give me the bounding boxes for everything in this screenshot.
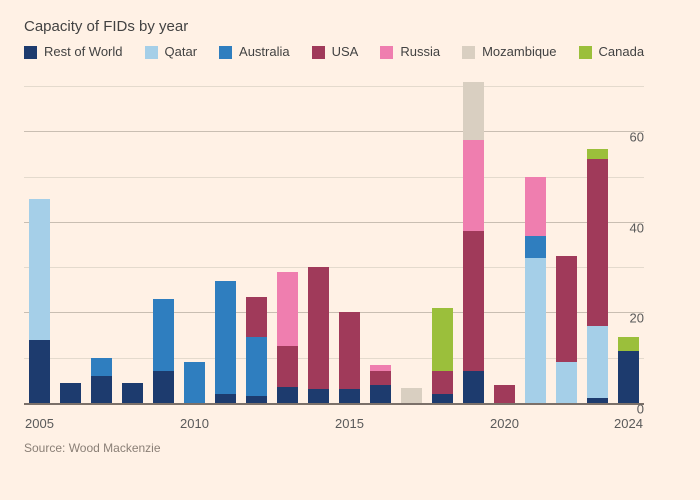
legend-label: Canada (599, 45, 645, 59)
legend-item-australia: Australia (219, 45, 290, 59)
legend-item-russia: Russia (380, 45, 440, 59)
gridline (24, 403, 644, 405)
legend-swatch (219, 46, 232, 59)
x-tick-label: 2005 (25, 416, 54, 431)
legend-item-usa: USA (312, 45, 359, 59)
legend-item-rest: Rest of World (24, 45, 123, 59)
legend-swatch (462, 46, 475, 59)
legend-label: Rest of World (44, 45, 123, 59)
y-tick-label: 20 (616, 311, 644, 326)
legend-swatch (579, 46, 592, 59)
y-tick-label: 40 (616, 220, 644, 235)
chart-title: Capacity of FIDs by year (24, 18, 676, 35)
legend-swatch (380, 46, 393, 59)
legend-label: Russia (400, 45, 440, 59)
chart-area: 0204060 20052010201520202024 (24, 71, 676, 431)
legend-label: Qatar (165, 45, 198, 59)
y-axis-labels: 0204060 (24, 77, 644, 403)
x-tick-label: 2020 (490, 416, 519, 431)
x-axis-labels: 2005 2010 2015 2020 2024 (24, 409, 644, 431)
x-tick-label: 2024 (614, 416, 643, 431)
legend: Rest of World Qatar Australia USA Russia Moza… (24, 45, 676, 59)
legend-label: USA (332, 45, 359, 59)
legend-item-qatar: Qatar (145, 45, 198, 59)
legend-label: Mozambique (482, 45, 556, 59)
legend-label: Australia (239, 45, 290, 59)
chart-container: Capacity of FIDs by year Rest of World Qa… (0, 0, 700, 500)
legend-swatch (312, 46, 325, 59)
x-tick-label: 2010 (180, 416, 209, 431)
source-note: Source: Wood Mackenzie (24, 441, 676, 455)
legend-item-mozambique: Mozambique (462, 45, 556, 59)
legend-swatch (145, 46, 158, 59)
legend-item-canada: Canada (579, 45, 645, 59)
y-tick-label: 60 (616, 130, 644, 145)
x-tick-label: 2015 (335, 416, 364, 431)
legend-swatch (24, 46, 37, 59)
